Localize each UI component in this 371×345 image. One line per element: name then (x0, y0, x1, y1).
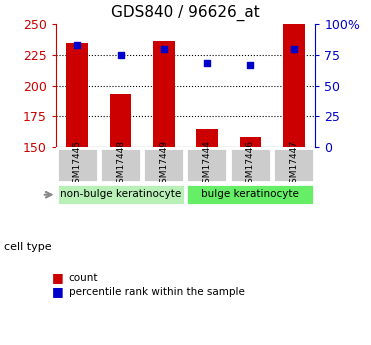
Bar (240, 137, 261, 147)
Bar (66, 42, 88, 147)
Text: GSM17446: GSM17446 (246, 140, 255, 189)
Bar (273, 148, 314, 182)
Title: GDS840 / 96626_at: GDS840 / 96626_at (111, 5, 260, 21)
Text: GSM17444: GSM17444 (203, 140, 211, 189)
Point (204, 61, 210, 66)
Bar (186, 148, 227, 182)
Point (291, 46, 297, 51)
Bar (100, 148, 141, 182)
Text: GSM17447: GSM17447 (289, 140, 298, 189)
Text: count: count (69, 273, 98, 283)
Point (161, 46, 167, 51)
Text: GSM17448: GSM17448 (116, 140, 125, 189)
Bar (110, 94, 131, 147)
Bar (56, 148, 98, 182)
Text: GSM17445: GSM17445 (73, 140, 82, 189)
Text: ■: ■ (52, 285, 64, 298)
Bar (56, 185, 185, 205)
Text: GSM17449: GSM17449 (160, 140, 168, 189)
Text: ■: ■ (52, 271, 64, 284)
Bar (153, 41, 175, 147)
Bar (143, 148, 184, 182)
Point (247, 62, 253, 67)
Text: non-bulge keratinocyte: non-bulge keratinocyte (60, 189, 181, 199)
Text: percentile rank within the sample: percentile rank within the sample (69, 287, 244, 296)
Text: bulge keratinocyte: bulge keratinocyte (201, 189, 299, 199)
Bar (230, 148, 271, 182)
Point (118, 52, 124, 58)
Bar (283, 24, 305, 147)
Bar (186, 185, 315, 205)
Bar (196, 129, 218, 147)
Point (74, 42, 80, 48)
Text: cell type: cell type (4, 242, 52, 252)
